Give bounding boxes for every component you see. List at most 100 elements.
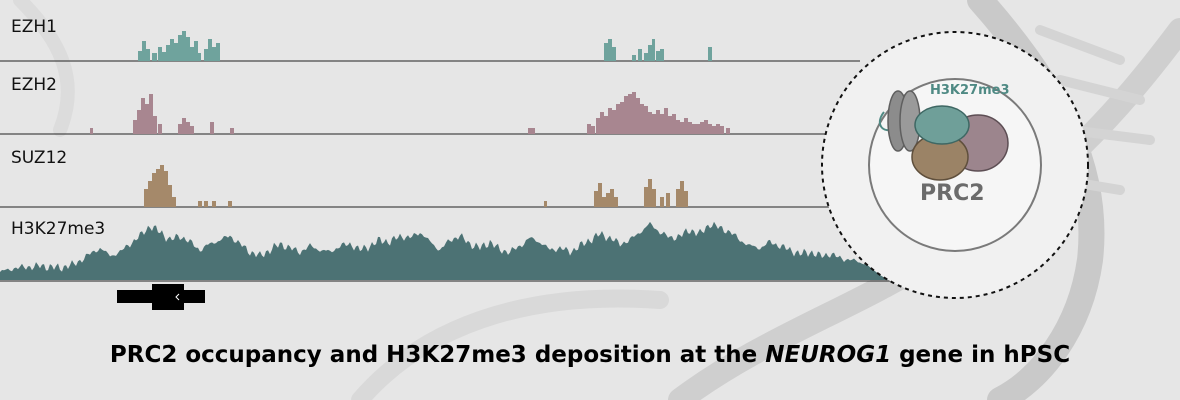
signal-bar (158, 124, 162, 134)
signal-bar (204, 49, 208, 61)
signal-bar (640, 104, 644, 134)
signal-bar (720, 126, 724, 134)
signal-bar (704, 120, 708, 134)
signal-bar (149, 94, 153, 134)
signal-ezh2 (90, 92, 730, 134)
signal-bar (614, 197, 618, 207)
signal-bar (660, 197, 664, 207)
track-label-ezh2: EZH2 (11, 75, 57, 95)
signal-bar (644, 187, 648, 207)
signal-bar (90, 128, 93, 134)
signal-bar (696, 124, 700, 134)
signal-bar (664, 108, 668, 134)
signal-bar (726, 128, 730, 134)
signal-bar (598, 183, 602, 207)
signal-bar (608, 108, 612, 134)
signal-bar (198, 53, 201, 61)
signal-bar (688, 122, 692, 134)
track-label-ezh1: EZH1 (11, 17, 57, 37)
signal-bar (160, 165, 164, 207)
signal-bar (596, 118, 600, 134)
signal-bar (610, 189, 614, 207)
caption-part-2: gene in hPSC (891, 342, 1070, 368)
gene-exon (152, 284, 184, 310)
signal-bar (676, 189, 680, 207)
signal-bar (198, 201, 202, 207)
signal-bar (156, 169, 160, 207)
signal-bar (652, 189, 656, 207)
signal-bar (133, 120, 137, 134)
signal-bar (708, 47, 712, 61)
signal-bar (141, 98, 145, 134)
signal-suz12 (144, 165, 688, 207)
track-label-h3k27me3: H3K27me3 (11, 219, 105, 239)
signal-bar (692, 124, 696, 134)
inset-complex-label: PRC2 (920, 181, 985, 206)
signal-bar (656, 51, 660, 61)
signal-bar (174, 43, 178, 61)
signal-bar (172, 197, 176, 207)
signal-bar (212, 47, 216, 61)
signal-bar (616, 104, 620, 134)
signal-bar (604, 116, 608, 134)
signal-bar (528, 128, 535, 134)
signal-bar (612, 110, 616, 134)
figure-caption: PRC2 occupancy and H3K27me3 deposition a… (110, 342, 1070, 368)
signal-bar (591, 126, 595, 134)
signal-bar (210, 122, 214, 134)
signal-bar (600, 112, 604, 134)
signal-bar (656, 110, 660, 134)
signal-bar (152, 53, 157, 61)
signal-bar (145, 104, 149, 134)
signal-bar (612, 47, 616, 61)
signal-bar (606, 193, 610, 207)
signal-bar (660, 114, 664, 134)
signal-bar (146, 49, 150, 61)
signal-bar (648, 179, 652, 207)
signal-bar (208, 39, 212, 61)
signal-bar (164, 171, 168, 207)
signal-bar (620, 102, 624, 134)
signal-bar (604, 43, 608, 61)
signal-bar (230, 128, 234, 134)
signal-bar (644, 106, 648, 134)
caption-gene-name: NEUROG1 (765, 342, 891, 368)
track-label-suz12: SUZ12 (11, 148, 67, 168)
signal-bar (142, 41, 146, 61)
signal-bar (194, 41, 198, 61)
signal-bar (648, 112, 652, 134)
caption-part-1: PRC2 occupancy and H3K27me3 deposition a… (110, 342, 765, 368)
signal-bar (632, 92, 636, 134)
signal-bar (178, 35, 182, 61)
signal-bar (602, 197, 606, 207)
signal-bar (624, 96, 628, 134)
signal-bar (178, 124, 182, 134)
signal-bar (676, 120, 680, 134)
signal-bar (158, 47, 162, 61)
signal-bar (204, 201, 208, 207)
signal-bar (672, 114, 676, 134)
signal-bar (684, 191, 688, 207)
signal-bar (166, 45, 170, 61)
signal-bar (632, 55, 636, 61)
inset-mark-label: H3K27me3 (930, 83, 1010, 98)
signal-bar (594, 191, 598, 207)
signal-bar (587, 124, 591, 134)
signal-bar (708, 124, 712, 134)
signal-bar (190, 47, 194, 61)
signal-bar (712, 126, 716, 134)
prc2-inset: H3K27me3 PRC2 (821, 31, 1089, 299)
signal-bar (162, 52, 166, 61)
signal-bar (138, 51, 142, 61)
signal-bar (628, 94, 632, 134)
gene-model-neurog1 (117, 284, 205, 310)
signal-bar (652, 114, 656, 134)
signal-bar (190, 126, 194, 134)
signal-bar (700, 122, 704, 134)
signal-bar (644, 53, 648, 61)
signal-bar (716, 124, 720, 134)
signal-bar (153, 116, 157, 134)
signal-bar (152, 173, 156, 207)
